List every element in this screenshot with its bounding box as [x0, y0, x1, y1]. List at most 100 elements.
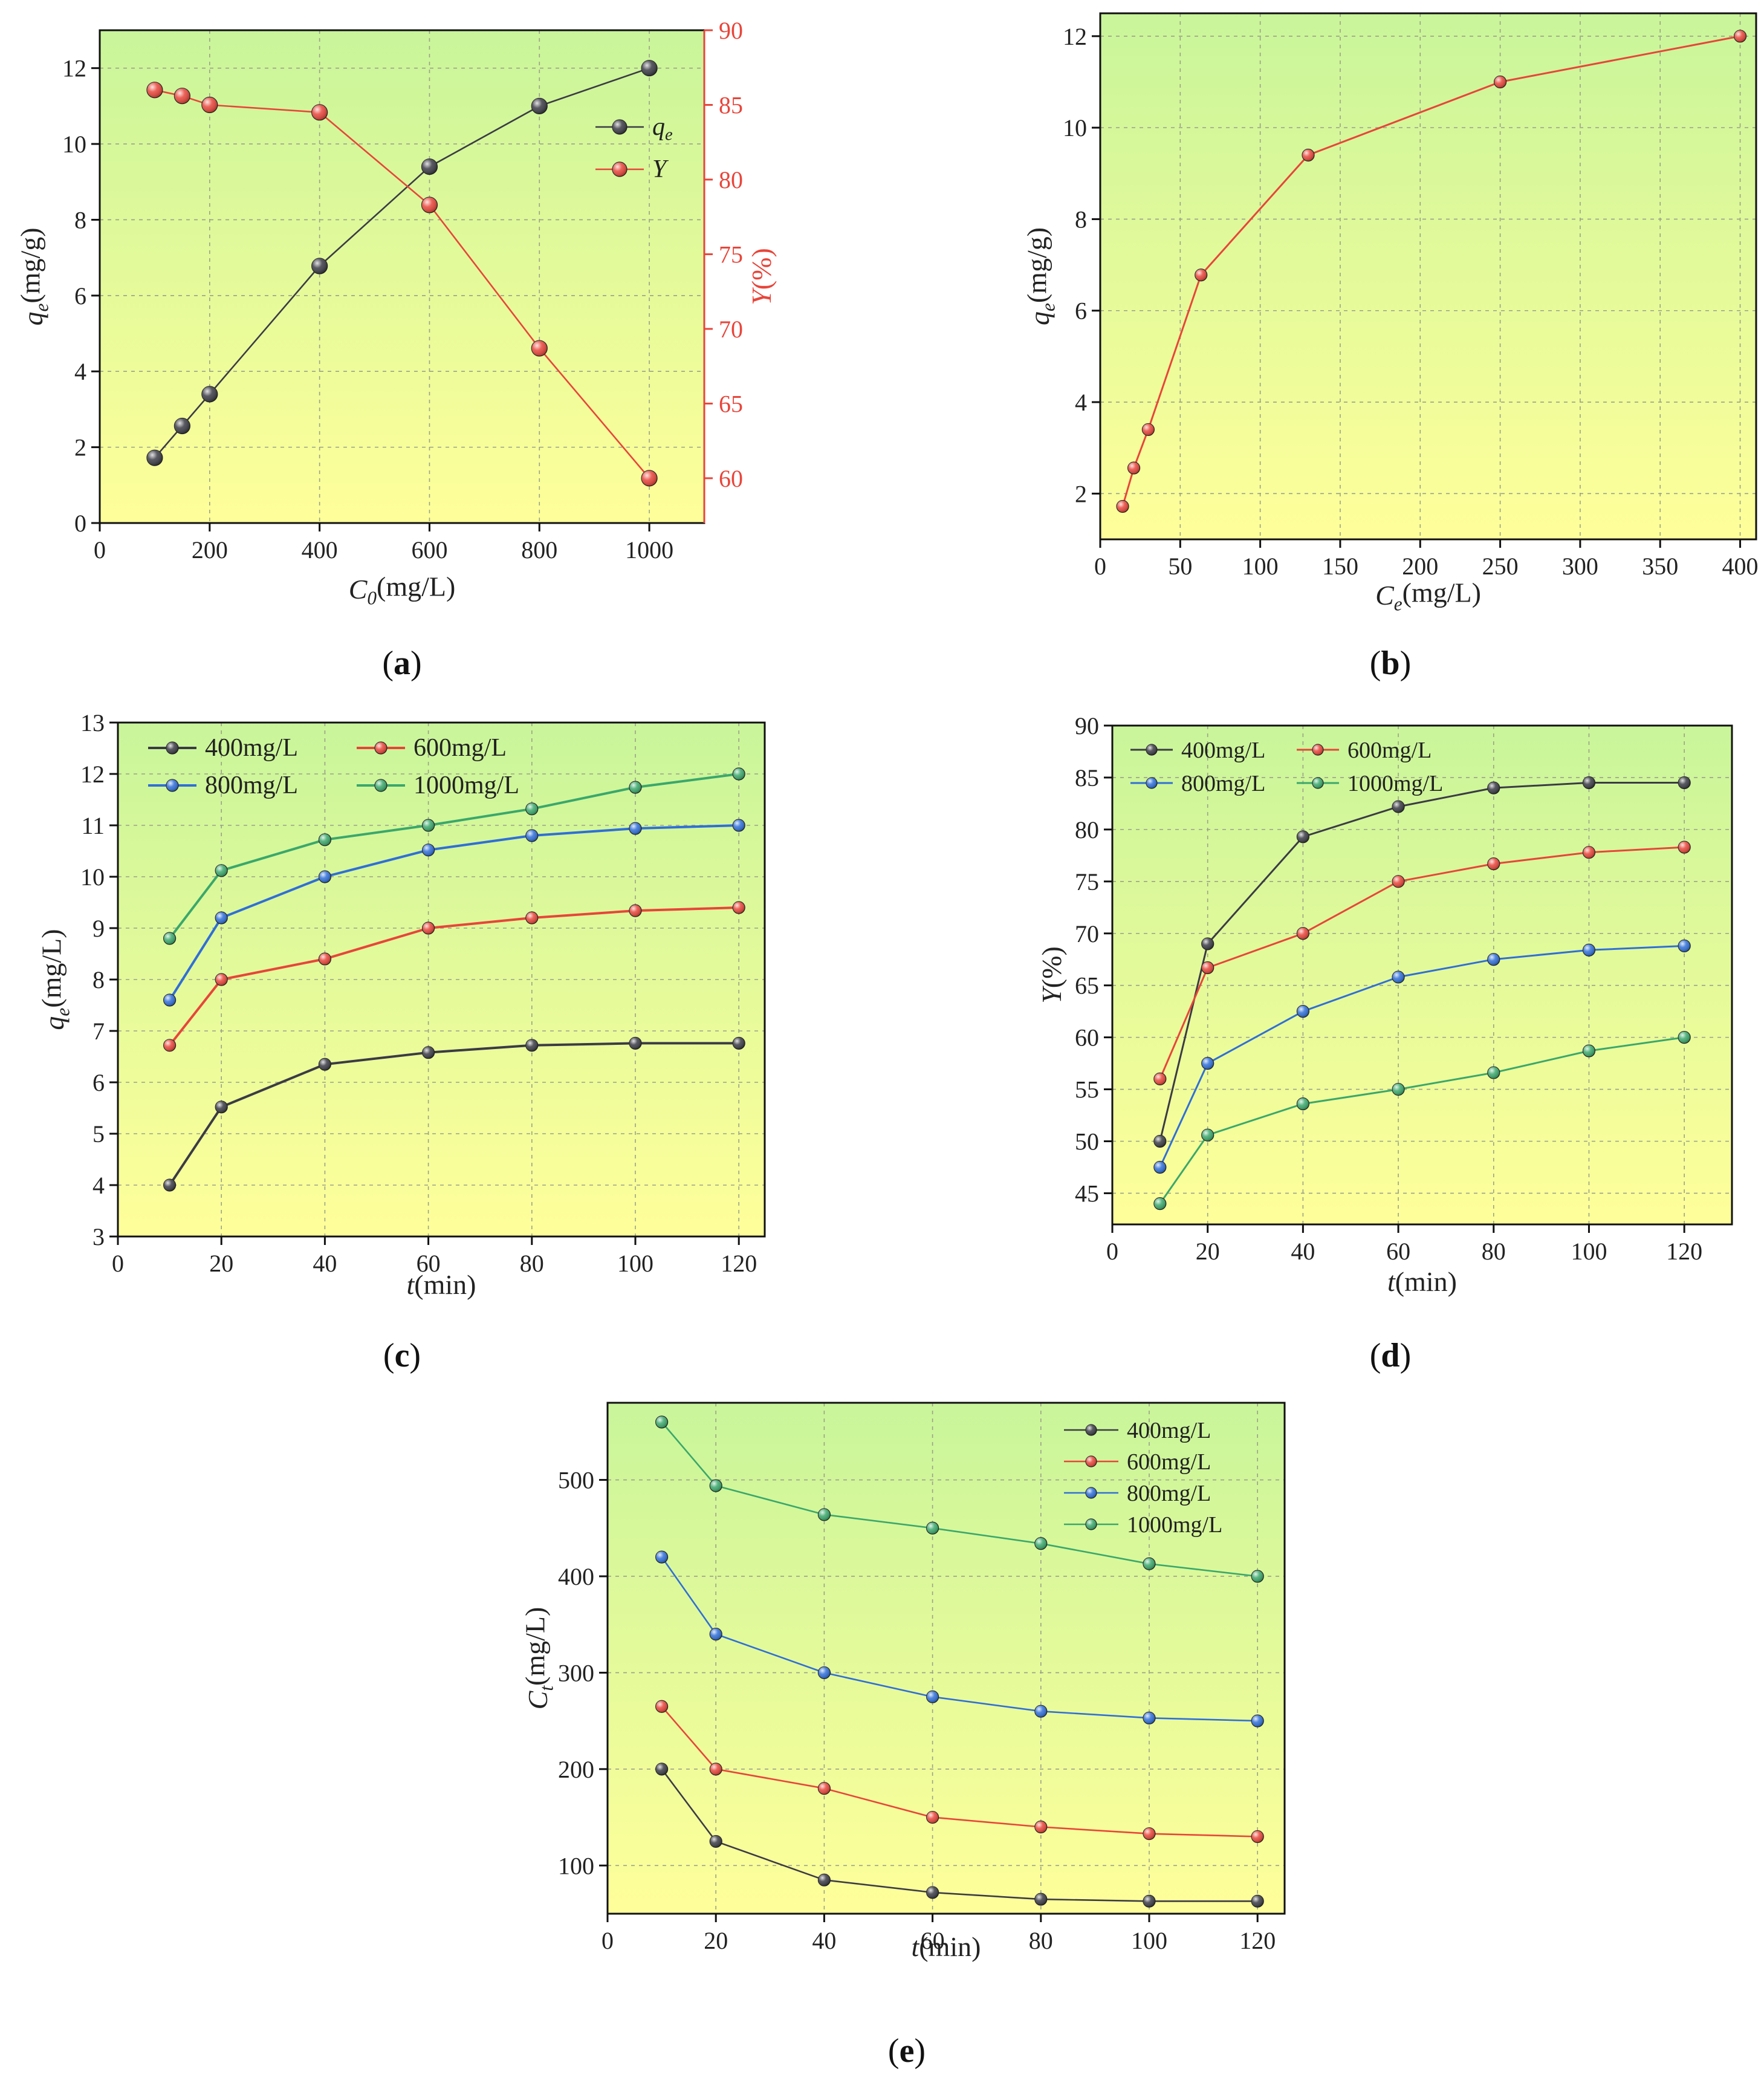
data-point-highlight	[655, 1415, 668, 1428]
data-point-highlight	[1153, 1073, 1166, 1085]
legend-marker-highlight	[1086, 1487, 1097, 1498]
axis-labels: C0(mg/L)qe(mg/g) Y(%)	[15, 227, 777, 608]
data-point-highlight	[733, 902, 745, 914]
y-axis-label: Y(%)	[1036, 946, 1067, 1004]
legend-label: 600mg/L	[413, 734, 507, 762]
data-point-highlight	[1195, 268, 1207, 281]
panel-label-d: (d)	[1370, 1337, 1411, 1374]
data-point-highlight	[215, 973, 228, 986]
data-point-highlight	[1583, 944, 1595, 957]
x-tick-label: 60	[1386, 1238, 1410, 1265]
data-point-highlight	[311, 104, 328, 120]
chart-panel-a: 0 200 400 600 800 1000 0 2 4 6 8 10 12 60 65 70 75 80 85 90…	[15, 17, 777, 608]
legend-label-main: q	[652, 113, 665, 141]
data-point-highlight	[1302, 149, 1315, 161]
x-axis-label-main: C	[349, 574, 368, 605]
y2-tick-label: 65	[719, 390, 743, 417]
plot-frame	[606, 1402, 1286, 1915]
legend-label: 1000mg/L	[413, 772, 519, 799]
x-tick-label: 600	[411, 536, 447, 564]
y-axis-label-sub: t	[536, 1685, 557, 1691]
data-point-highlight	[733, 819, 745, 831]
series-points	[146, 60, 658, 487]
legend-marker-highlight	[375, 779, 387, 791]
y-tick-label: 2	[1075, 480, 1087, 507]
x-axis-label-rest: (min)	[1395, 1266, 1457, 1297]
data-point-highlight	[1143, 1712, 1155, 1724]
data-point-highlight	[1143, 1558, 1155, 1570]
x-tick-label: 60	[417, 1250, 441, 1277]
data-point-highlight	[422, 1046, 435, 1059]
legend-label: 400mg/L	[1181, 738, 1265, 763]
panel-label-b: (b)	[1370, 645, 1411, 682]
data-point-highlight	[926, 1811, 939, 1824]
data-point-highlight	[1143, 1827, 1155, 1840]
data-point-highlight	[422, 922, 435, 934]
axis-ticks: 0 20 40 60 80 100 120 100 200 300 400 500	[558, 1467, 1276, 1954]
y-axis-label-rest: (mg/L)	[520, 1607, 551, 1686]
legend: qeY	[595, 113, 673, 183]
data-point-highlight	[641, 470, 658, 486]
x-tick-label: 80	[520, 1250, 544, 1277]
y-tick-label: 0	[74, 510, 86, 537]
data-point-highlight	[629, 1037, 641, 1050]
data-point-highlight	[146, 82, 163, 98]
legend-marker-highlight	[612, 120, 627, 134]
y2-tick-label: 90	[719, 17, 743, 44]
y-tick-label: 10	[80, 863, 105, 891]
axis-ticks: 0 20 40 60 80 100 120 3 4 5 6 7 8 9 10 11 12 13	[80, 709, 757, 1277]
data-point-highlight	[1297, 1097, 1309, 1110]
x-tick-label: 400	[302, 536, 338, 564]
data-point-highlight	[163, 1039, 176, 1051]
gridlines	[1100, 13, 1756, 539]
data-point-highlight	[531, 98, 548, 114]
data-point-highlight	[818, 1874, 831, 1886]
x-axis-label-main: t	[407, 1269, 415, 1300]
y-tick-label: 8	[1075, 206, 1087, 233]
legend-label: 600mg/L	[1127, 1449, 1211, 1475]
legend: 400mg/L 600mg/L 800mg/L 1000mg/L	[1130, 738, 1443, 796]
x-axis-label-rest: (mg/L)	[377, 571, 455, 602]
data-point-highlight	[215, 864, 228, 877]
panel-label-c: (c)	[383, 1337, 421, 1374]
y-tick-label: 55	[1075, 1076, 1099, 1103]
plot-frame	[1099, 12, 1757, 541]
data-point-highlight	[1201, 961, 1214, 974]
x-tick-label: 350	[1642, 553, 1678, 580]
y2-tick-label: 85	[719, 91, 743, 119]
y-axis-label-sub: e	[31, 304, 52, 312]
legend-label: 1000mg/L	[1127, 1512, 1222, 1538]
data-point-highlight	[1251, 1715, 1264, 1727]
y-tick-label: 400	[558, 1563, 594, 1590]
data-point-highlight	[1251, 1895, 1264, 1908]
data-point-highlight	[710, 1835, 722, 1848]
y-tick-label: 10	[1063, 114, 1087, 141]
data-point-highlight	[733, 1037, 745, 1050]
x-tick-label: 0	[112, 1250, 124, 1277]
data-point-highlight	[319, 1058, 331, 1071]
y-tick-label: 85	[1075, 764, 1099, 791]
legend-marker-highlight	[1086, 1519, 1097, 1530]
y-axis-label-rest: (%)	[1036, 946, 1067, 988]
data-point-highlight	[1487, 857, 1500, 870]
data-point-highlight	[1127, 461, 1140, 474]
y-tick-label: 3	[92, 1223, 105, 1250]
data-point-highlight	[1034, 1821, 1047, 1833]
data-point-highlight	[163, 994, 176, 1006]
chart-panel-d: 0 20 40 60 80 100 120 45 50 55 60 65 70 75 80 85 90 400m…	[1036, 712, 1733, 1297]
data-point-highlight	[629, 905, 641, 917]
legend-label: 800mg/L	[1127, 1481, 1211, 1506]
legend-marker-highlight	[1086, 1456, 1097, 1467]
data-point-highlight	[1678, 1031, 1691, 1044]
x-axis-label-main: t	[912, 1931, 920, 1962]
legend-marker-highlight	[1312, 744, 1323, 755]
data-point-highlight	[174, 418, 190, 434]
x-tick-label: 120	[721, 1250, 757, 1277]
x-tick-label: 800	[521, 536, 557, 564]
y-tick-label: 9	[92, 915, 105, 942]
data-point-highlight	[818, 1508, 831, 1521]
x-axis-label-sub: e	[1394, 593, 1402, 614]
y-tick-label: 2	[74, 434, 86, 461]
data-point-highlight	[531, 340, 548, 357]
data-point-highlight	[201, 386, 218, 402]
